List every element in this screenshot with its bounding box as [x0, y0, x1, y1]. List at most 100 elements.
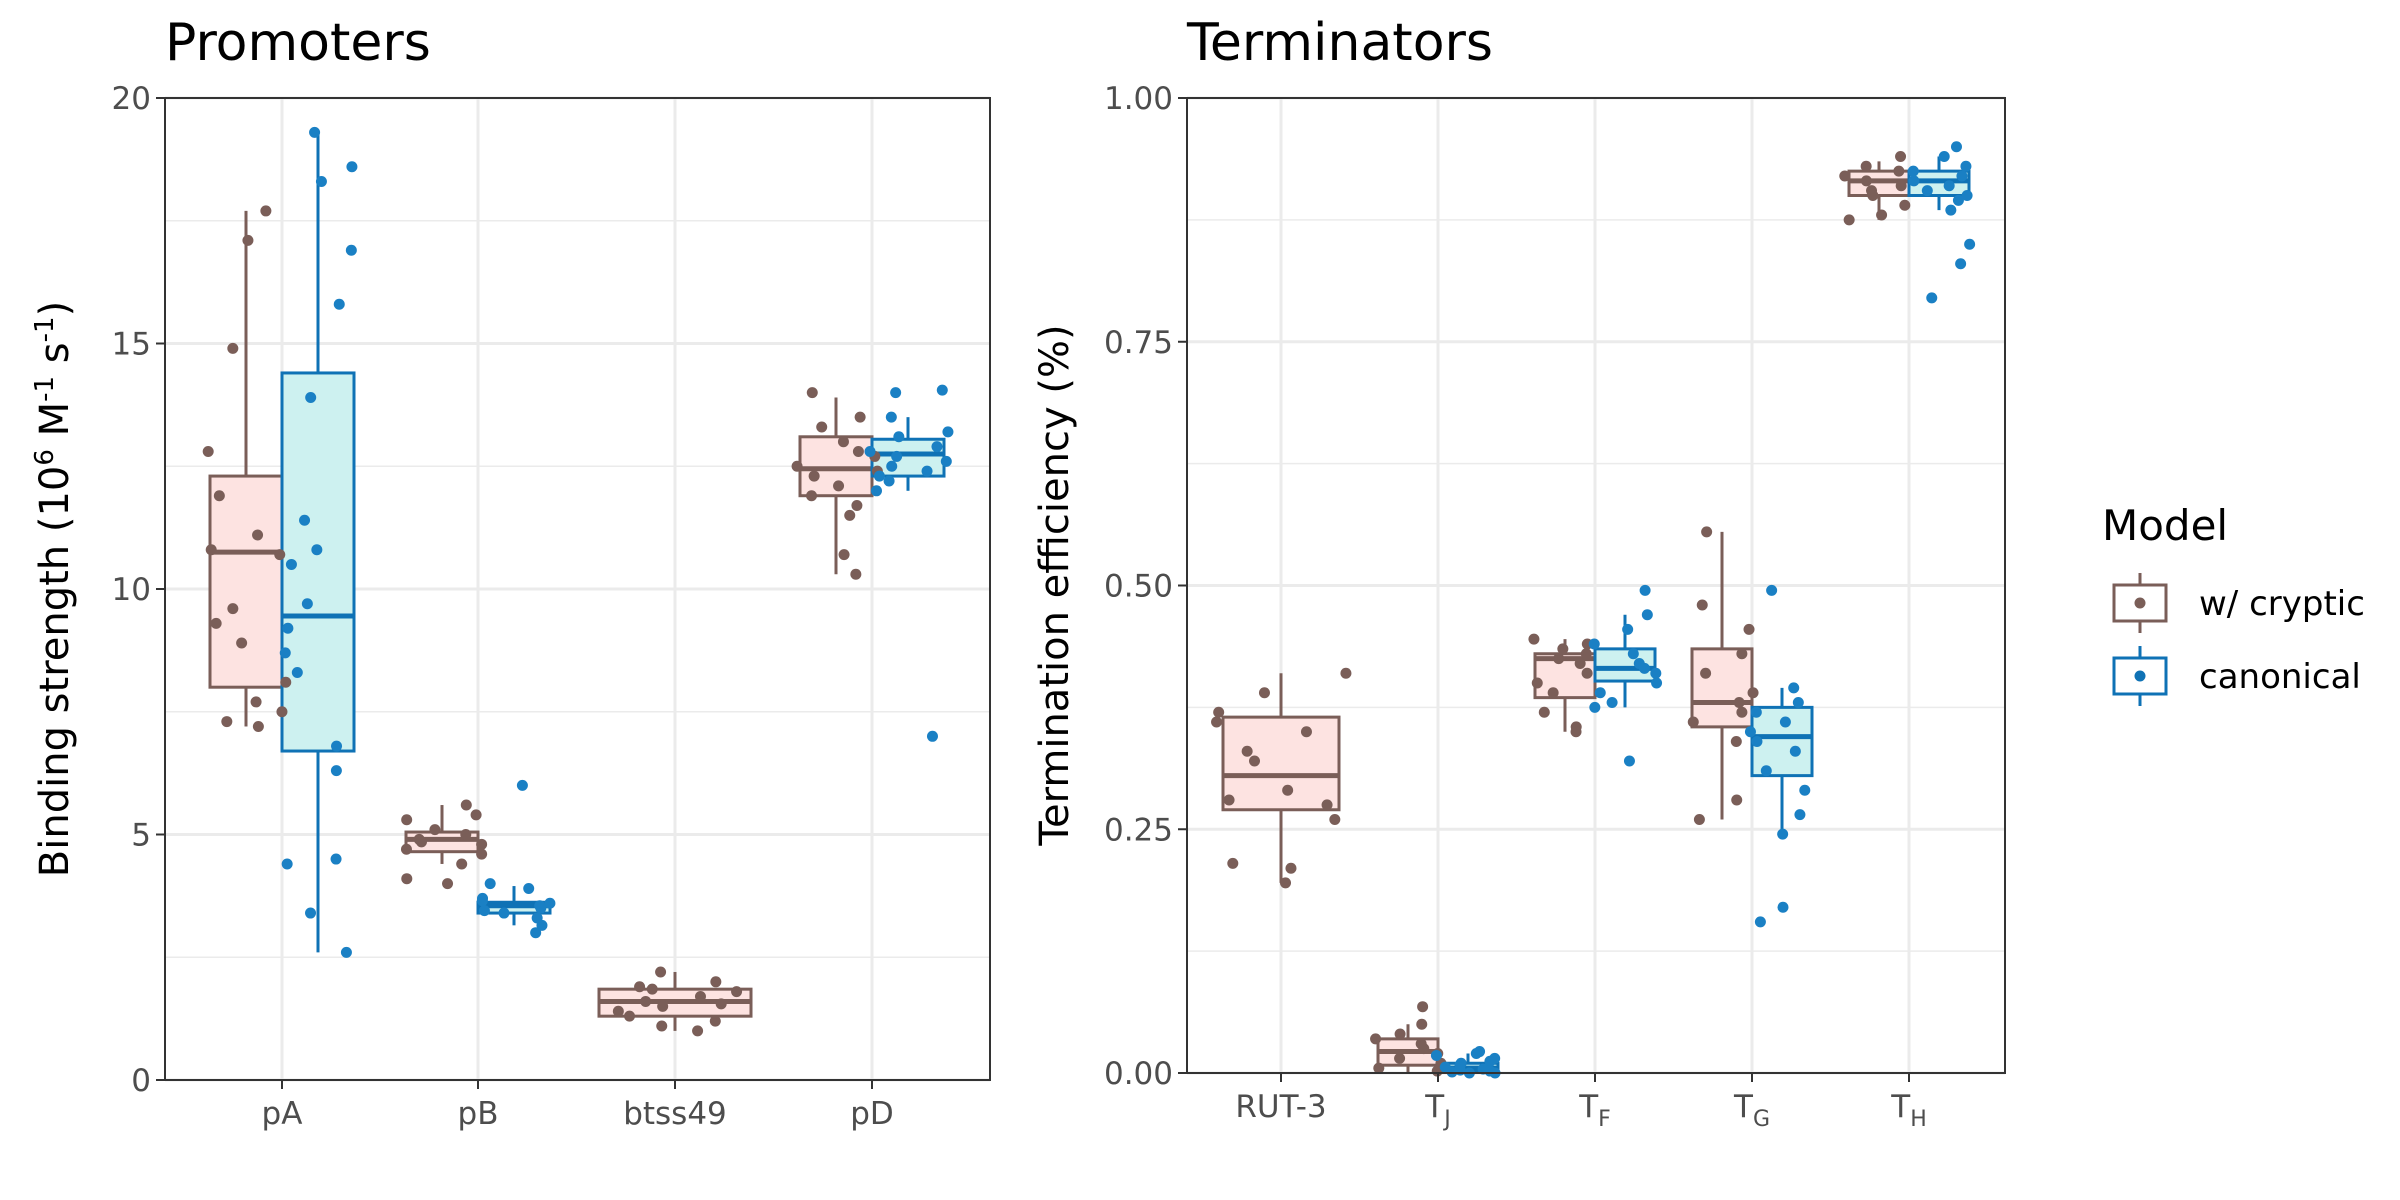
data-point — [311, 544, 323, 556]
x-tick-label-th: TH — [1890, 1089, 1926, 1132]
data-point — [1580, 648, 1592, 660]
data-point — [236, 637, 248, 649]
y-tick-label: 1.00 — [1104, 81, 1173, 117]
data-point — [1899, 199, 1911, 211]
data-point — [1747, 687, 1759, 699]
data-point — [1547, 687, 1559, 699]
data-point — [1280, 877, 1292, 889]
data-point — [1249, 755, 1261, 767]
data-point — [1736, 648, 1748, 660]
data-point — [1750, 706, 1762, 718]
data-point — [715, 998, 727, 1010]
data-point — [1373, 1062, 1385, 1074]
data-point — [1895, 180, 1907, 192]
data-point — [864, 446, 876, 458]
data-point — [1839, 170, 1851, 182]
data-point — [252, 529, 264, 541]
data-point — [299, 514, 311, 526]
data-point — [1531, 677, 1543, 689]
data-point — [470, 809, 482, 821]
data-point — [1955, 258, 1967, 270]
data-point — [1794, 809, 1806, 821]
data-point — [1777, 828, 1789, 840]
data-point — [1553, 653, 1565, 665]
box-rut-3-w-cryptic — [1221, 715, 1341, 812]
data-point — [205, 544, 217, 556]
data-point — [873, 470, 885, 482]
data-point — [1731, 794, 1743, 806]
data-point — [1956, 170, 1968, 182]
data-point — [1693, 814, 1705, 825]
data-point — [498, 907, 510, 919]
data-point — [282, 622, 294, 634]
legend-label: canonical — [2199, 657, 2361, 697]
data-point — [640, 995, 652, 1007]
data-point — [1622, 623, 1634, 635]
data-point — [1650, 667, 1662, 679]
y-tick-label: 0.25 — [1104, 812, 1173, 848]
data-point — [1417, 1001, 1429, 1013]
data-point — [1921, 185, 1933, 197]
data-point — [221, 716, 233, 728]
data-point — [484, 878, 496, 890]
data-point — [940, 455, 952, 467]
data-point — [1766, 584, 1778, 596]
data-point — [1470, 1048, 1482, 1059]
terminators-panel: Terminators 0.00 0.25 0.50 0.75 1.00 RUT-3 TJ… — [1032, 13, 2006, 1132]
data-point — [330, 765, 342, 777]
data-point — [305, 907, 317, 919]
data-point — [340, 946, 352, 958]
y-tick-label: 0.75 — [1104, 325, 1173, 361]
terminators-points — [1211, 141, 1976, 1079]
data-point — [1700, 667, 1712, 679]
legend-key-point — [2134, 670, 2146, 682]
data-point — [305, 392, 317, 404]
data-point — [942, 426, 954, 438]
data-point — [1788, 682, 1800, 694]
legend-key-point — [2134, 597, 2146, 609]
data-point — [1638, 662, 1650, 674]
data-point — [242, 234, 254, 246]
data-point — [210, 617, 222, 629]
data-point — [854, 411, 866, 423]
terminators-gridlines — [1187, 96, 2005, 1075]
data-point — [476, 838, 488, 850]
data-point — [460, 829, 472, 840]
data-point — [523, 883, 535, 895]
data-point — [442, 878, 454, 890]
data-point — [1893, 165, 1905, 177]
data-point — [850, 568, 862, 580]
data-point — [276, 706, 288, 718]
x-tick-label-tf: TF — [1578, 1089, 1611, 1132]
data-point — [1430, 1049, 1442, 1061]
data-point — [1895, 151, 1907, 162]
y-tick-label: 0 — [131, 1063, 151, 1099]
data-point — [921, 465, 933, 477]
data-point — [1961, 190, 1973, 201]
data-point — [516, 779, 528, 791]
y-tick-label: 5 — [131, 818, 151, 854]
data-point — [1627, 648, 1639, 660]
data-point — [1370, 1033, 1382, 1045]
data-point — [1282, 784, 1294, 796]
data-point — [1581, 667, 1593, 679]
data-point — [331, 740, 343, 752]
data-point — [646, 983, 658, 995]
x-tick-label-rut-3: RUT-3 — [1235, 1089, 1326, 1125]
data-point — [227, 342, 239, 354]
data-point — [1751, 736, 1763, 747]
data-point — [252, 720, 264, 732]
data-point — [1418, 1043, 1430, 1055]
data-point — [1623, 755, 1635, 767]
promoters-title: Promoters — [165, 13, 431, 73]
promoters-boxes — [208, 132, 946, 1031]
x-tick-label-pb: pB — [458, 1096, 499, 1132]
data-point — [1570, 726, 1582, 738]
data-point — [1300, 726, 1312, 738]
data-point — [333, 298, 345, 310]
y-tick-label: 10 — [112, 572, 151, 608]
data-point — [1538, 706, 1550, 718]
x-tick-label-tj: TJ — [1424, 1089, 1450, 1132]
data-point — [400, 843, 412, 855]
data-point — [931, 441, 943, 453]
